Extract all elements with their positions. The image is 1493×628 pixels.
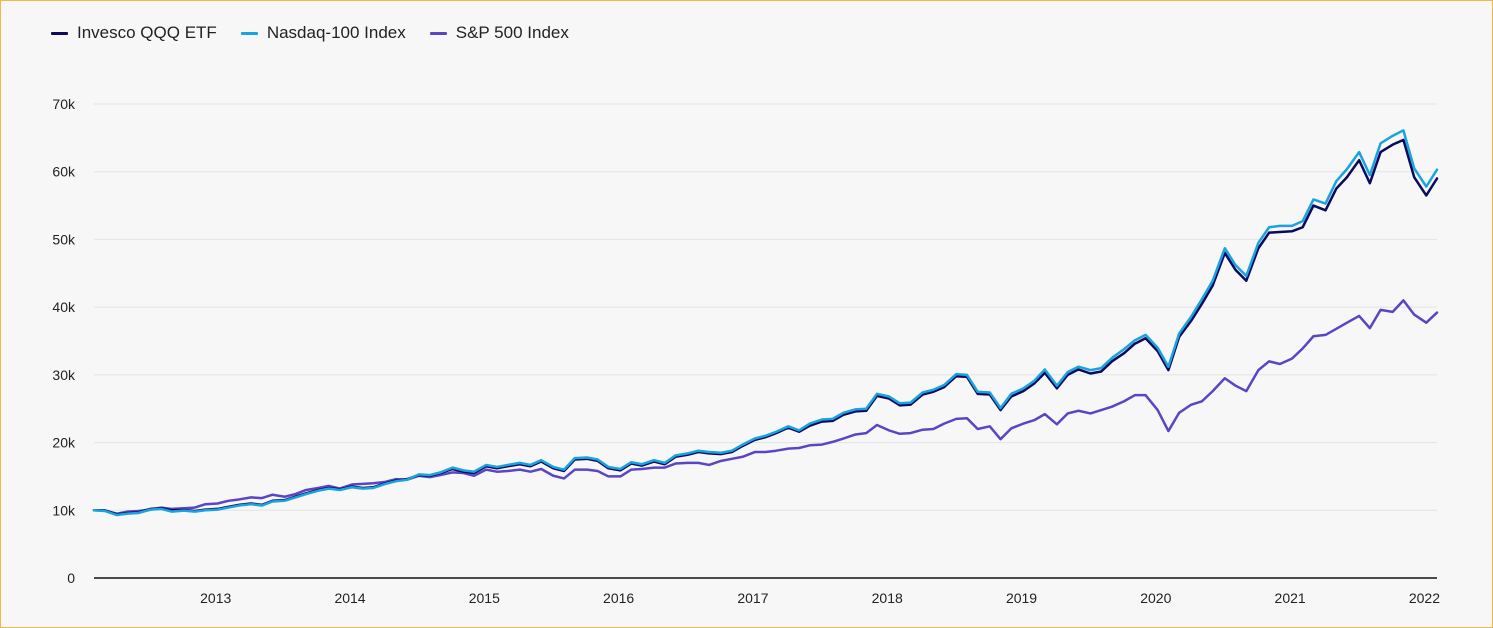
legend-swatch-sp500 bbox=[429, 31, 447, 35]
x-tick-label: 2014 bbox=[334, 590, 365, 606]
legend-label-invesco: Invesco QQQ ETF bbox=[77, 23, 217, 42]
x-tick-label: 2022 bbox=[1409, 590, 1440, 606]
y-tick-label: 10k bbox=[52, 502, 76, 518]
y-tick-label: 40k bbox=[52, 299, 76, 315]
y-tick-label: 50k bbox=[52, 231, 76, 247]
legend-item-nasdaq[interactable]: Nasdaq-100 Index bbox=[240, 23, 406, 43]
x-tick-label: 2016 bbox=[603, 590, 634, 606]
y-axis-labels: 0 10k 20k 30k 40k 50k 60k 70k bbox=[52, 96, 76, 586]
legend-label-nasdaq: Nasdaq-100 Index bbox=[266, 23, 406, 42]
x-tick-label: 2015 bbox=[469, 590, 500, 606]
legend-label-sp500: S&P 500 Index bbox=[455, 23, 569, 42]
grid-lines bbox=[94, 103, 1437, 511]
series-lines bbox=[92, 129, 1439, 517]
x-tick-label: 2020 bbox=[1140, 590, 1171, 606]
x-tick-label: 2013 bbox=[200, 590, 231, 606]
y-tick-label: 30k bbox=[52, 367, 76, 383]
y-tick-label: 20k bbox=[52, 435, 76, 451]
series-line-nasdaq bbox=[92, 129, 1439, 517]
x-tick-label: 2017 bbox=[737, 590, 768, 606]
x-tick-label: 2019 bbox=[1006, 590, 1037, 606]
legend-swatch-invesco bbox=[51, 31, 68, 35]
y-tick-label: 70k bbox=[52, 96, 76, 112]
x-tick-label: 2021 bbox=[1275, 590, 1306, 606]
x-tick-label: 2018 bbox=[872, 590, 903, 606]
y-tick-label: 0 bbox=[67, 570, 75, 586]
chart-legend: Invesco QQQ ETF Nasdaq-100 Index S&P 500… bbox=[51, 23, 593, 43]
series-line-sp500 bbox=[92, 299, 1439, 515]
legend-item-invesco[interactable]: Invesco QQQ ETF bbox=[51, 23, 217, 43]
series-line-invesco bbox=[92, 138, 1439, 516]
legend-item-sp500[interactable]: S&P 500 Index bbox=[429, 23, 569, 43]
x-axis-labels: 2013 2014 2015 2016 2017 2018 2019 2020 2021 2022 bbox=[200, 590, 1440, 606]
legend-swatch-nasdaq bbox=[240, 31, 258, 35]
y-tick-label: 60k bbox=[52, 164, 76, 180]
